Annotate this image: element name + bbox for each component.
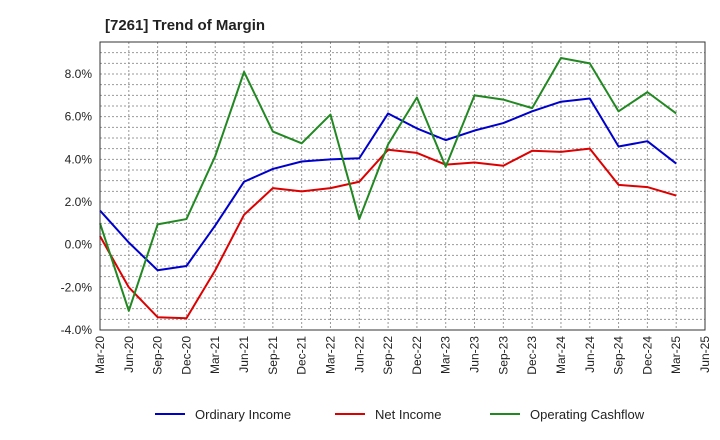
x-tick-label: Jun-24 [583,336,597,373]
x-tick-label: Mar-25 [669,336,683,374]
y-tick-label: 6.0% [65,110,93,124]
x-tick-label: Sep-24 [612,336,626,375]
x-tick-label: Sep-23 [496,336,510,375]
legend-label-operating-cashflow: Operating Cashflow [530,407,645,422]
plot-area [100,42,705,330]
x-tick-label: Dec-23 [525,336,539,375]
x-tick-label: Dec-24 [640,336,654,375]
y-axis-ticks: -4.0% -2.0% 0.0% 2.0% 4.0% 6.0% 8.0% [61,67,93,337]
gridlines [100,42,705,330]
x-tick-label: Sep-21 [266,336,280,375]
x-tick-label: Jun-25 [698,336,712,373]
y-tick-label: 4.0% [65,152,93,166]
chart-title: [7261] Trend of Margin [105,17,265,34]
x-tick-label: Mar-20 [93,336,107,374]
x-tick-label: Mar-22 [323,336,337,374]
x-tick-label: Jun-20 [122,336,136,373]
y-tick-label: -4.0% [61,323,93,337]
legend: Ordinary Income Net Income Operating Cashf… [155,407,645,422]
x-tick-label: Sep-20 [151,336,165,375]
ordinary-income-line [99,97,677,272]
x-tick-label: Sep-22 [381,336,395,375]
series-lines [99,57,677,320]
x-tick-label: Jun-21 [237,336,251,373]
plot-frame [99,41,706,331]
legend-label-net-income: Net Income [375,407,441,422]
x-tick-label: Jun-22 [352,336,366,373]
operating-cashflow-line [99,57,677,312]
x-tick-label: Mar-21 [208,336,222,374]
x-tick-label: Jun-23 [468,336,482,373]
x-axis-ticks: Mar-20 Jun-20 Sep-20 Dec-20 Mar-21 Jun-21 Sep-… [93,336,712,375]
y-tick-label: 0.0% [65,238,93,252]
x-tick-label: Dec-20 [179,336,193,375]
x-tick-label: Mar-23 [439,336,453,374]
y-tick-label: -2.0% [61,280,93,294]
y-tick-label: 8.0% [65,67,93,81]
x-tick-label: Mar-24 [554,336,568,374]
x-tick-label: Dec-21 [295,336,309,375]
legend-label-ordinary-income: Ordinary Income [195,407,291,422]
x-tick-label: Dec-22 [410,336,424,375]
y-tick-label: 2.0% [65,195,93,209]
net-income-line [99,147,677,320]
